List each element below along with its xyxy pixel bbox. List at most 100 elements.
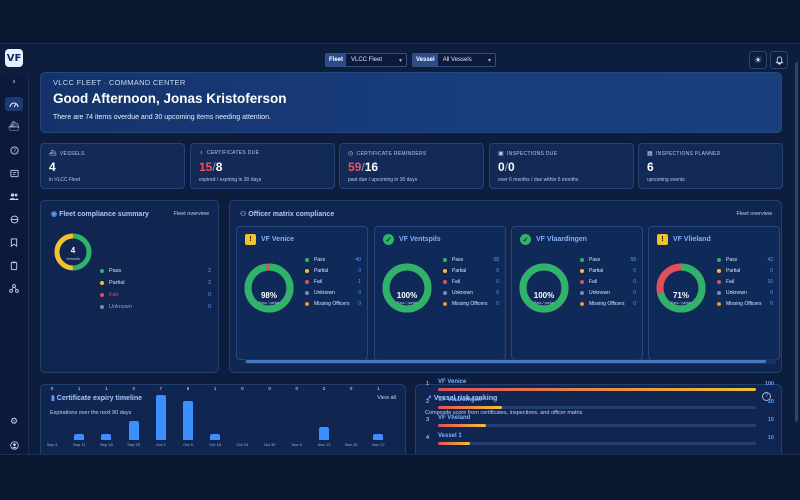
bar-category-label: Sep 25 (127, 442, 140, 447)
fleet-overview-link[interactable]: Fleet overview (173, 211, 209, 217)
risk-bar-fill (438, 424, 486, 427)
timeline-bar[interactable] (319, 427, 329, 440)
bookmark-icon[interactable] (5, 235, 23, 249)
legend-dot (580, 258, 584, 262)
dashboard-icon[interactable] (5, 97, 23, 111)
stat-card-certificate-reminders[interactable]: ◷ CERTIFICATE REMINDERS 59/16 past due / … (339, 143, 484, 189)
ship-stat-label: Pass (589, 257, 601, 263)
scrollbar-thumb[interactable] (246, 360, 766, 363)
compliance-percent: 100% (533, 291, 555, 300)
legend-dot (305, 258, 309, 262)
ship-stat-label: Unknown (589, 290, 610, 296)
app-logo[interactable]: VF (5, 49, 23, 67)
legend-value: 0 (207, 292, 211, 298)
legend-dot (100, 293, 104, 297)
risk-vessel-name[interactable]: VF Venice (438, 379, 467, 385)
expand-sidebar-chevron-icon[interactable]: › (12, 77, 16, 87)
ship-stat-label: Missing Officers (452, 301, 488, 307)
legend-dot (580, 280, 584, 284)
app-frame: VF Fleet VLCC Fleet ▾ Vessel All Vessels… (0, 43, 800, 455)
stat-card-inspections-due[interactable]: ▣ INSPECTIONS DUE 0/0 over 6 months / due… (489, 143, 634, 189)
timeline-bar[interactable] (101, 433, 112, 440)
ship-stat-value: 0 (496, 301, 499, 307)
help-icon[interactable]: ? (762, 392, 771, 401)
stat-card-vessels[interactable]: ⛴ VESSELS 4 in VLCC Fleet (40, 143, 185, 189)
bar-value-label: 2 (322, 386, 326, 391)
sync-icon[interactable] (5, 212, 23, 226)
certificate-icon: ♁ (199, 150, 204, 156)
sun-icon[interactable]: ☀ (749, 51, 767, 69)
legend-dot (443, 302, 447, 306)
ship-name[interactable]: VF Vlaardingen (536, 236, 587, 243)
risk-vessel-name[interactable]: Vessel 1 (438, 433, 462, 439)
ship-stat-value: 0 (496, 279, 499, 285)
ship-card[interactable]: ✓ VF Ventspils 100% Pass / partial Pass 58 Par… (374, 226, 506, 360)
ship-stat-label: Partial (589, 268, 604, 274)
legend-dot (305, 291, 309, 295)
ship-stat-label: Fail (452, 279, 461, 285)
legend-item-unknown: Unknown (100, 304, 132, 310)
help-icon[interactable]: ? (5, 143, 23, 157)
bell-icon[interactable] (770, 51, 788, 69)
chevron-down-icon: ▾ (398, 57, 402, 64)
timeline-bar[interactable] (183, 401, 193, 440)
user-icon[interactable] (5, 438, 23, 452)
ship-card[interactable]: ✓ VF Vlaardingen 100% Pass / partial Pass 58 P… (511, 226, 643, 360)
risk-rank: 1 (426, 381, 430, 387)
stat-title: CERTIFICATE REMINDERS (356, 151, 427, 157)
fleet-overview-link[interactable]: Fleet overview (736, 211, 772, 217)
stat-card-certificates-due[interactable]: ♁ CERTIFICATES DUE 15/8 expired / expirin… (190, 143, 335, 189)
certificate-icon[interactable] (5, 166, 23, 180)
timeline-bar[interactable] (74, 433, 85, 440)
timeline-bar[interactable] (373, 433, 384, 440)
stat-card-inspections-planned[interactable]: ▦ INSPECTIONS PLANNED 6 upcoming events (638, 143, 783, 189)
view-all-link[interactable]: View all (377, 395, 396, 401)
vessel-select[interactable]: Vessel All Vessels ▾ (412, 53, 496, 67)
bar-category-label: Nov 20 (344, 442, 358, 447)
horizontal-scrollbar[interactable] (244, 359, 776, 364)
users-icon[interactable] (5, 189, 23, 203)
legend-label: Unknown (109, 304, 132, 310)
clipboard-icon[interactable] (5, 258, 23, 272)
bar-category-label: Nov 27 (372, 442, 385, 447)
bar-value-label: 0 (50, 386, 54, 391)
fleet-select[interactable]: Fleet VLCC Fleet ▾ (325, 53, 407, 67)
ship-stat-row: Fail 16 (717, 279, 773, 285)
ship-icon: ⛴ (49, 151, 57, 157)
panel-title: Officer matrix compliance (248, 211, 335, 218)
fleet-compliance-panel: ◉ Fleet compliance summary Fleet overvie… (40, 200, 219, 373)
timeline-bar[interactable] (155, 395, 166, 440)
ship-name[interactable]: VF Venice (261, 236, 295, 243)
stat-subtitle: upcoming events (647, 177, 685, 183)
timeline-bar[interactable] (210, 433, 221, 440)
top-bar: VF Fleet VLCC Fleet ▾ Vessel All Vessels… (0, 44, 800, 78)
bar-value-label: 1 (213, 386, 217, 391)
ship-card[interactable]: ! VF Vlieland 71% Pass / partial Pass 42 Parti… (648, 226, 780, 360)
ship-stat-value: 0 (770, 290, 773, 296)
ship-icon[interactable]: ⛴ (8, 122, 20, 132)
ship-stat-value: 16 (767, 279, 773, 285)
risk-vessel-name[interactable]: VF Vlaardingen (438, 397, 482, 403)
vessel-select-label: Vessel (413, 54, 438, 66)
reminder-icon: ◷ (348, 151, 354, 157)
ship-stat-label: Unknown (452, 290, 473, 296)
page-scrollbar[interactable] (795, 62, 798, 422)
ship-stat-value: 0 (633, 301, 636, 307)
ship-card[interactable]: ! VF Venice 98% Pass / partial Pass 40 Partial… (236, 226, 368, 360)
ship-stat-label: Pass (452, 257, 464, 263)
gear-icon[interactable]: ⚙ (9, 417, 19, 427)
ring-pass-segment (244, 263, 294, 313)
network-icon[interactable] (5, 281, 23, 295)
timeline-bar[interactable] (128, 420, 139, 440)
fleet-compliance-donut (54, 233, 92, 271)
risk-bar-fill (438, 442, 470, 445)
ship-name[interactable]: VF Ventspils (399, 236, 441, 243)
ship-name[interactable]: VF Vlieland (673, 236, 711, 243)
bar-value-label: 7 (159, 386, 163, 391)
compliance-percent-label: Pass / partial (670, 301, 692, 305)
legend-dot (717, 291, 721, 295)
bar-value-label: 1 (377, 386, 380, 391)
chevron-down-icon: ▾ (487, 57, 491, 64)
risk-vessel-name[interactable]: VF Vlieland (438, 415, 471, 421)
bar-category-label: Oct 30 (263, 442, 276, 447)
